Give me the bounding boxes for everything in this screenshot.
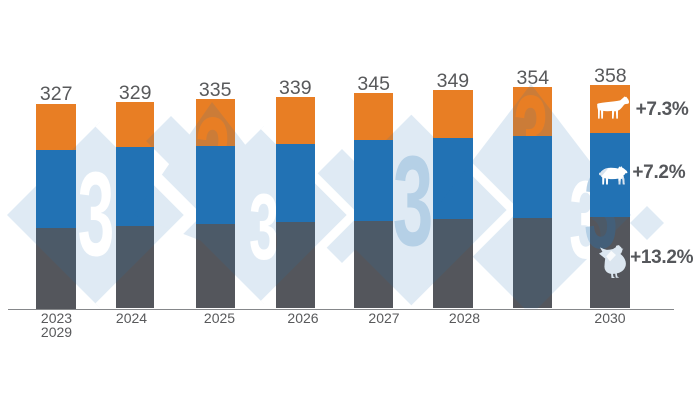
svg-text:3: 3: [393, 131, 434, 274]
